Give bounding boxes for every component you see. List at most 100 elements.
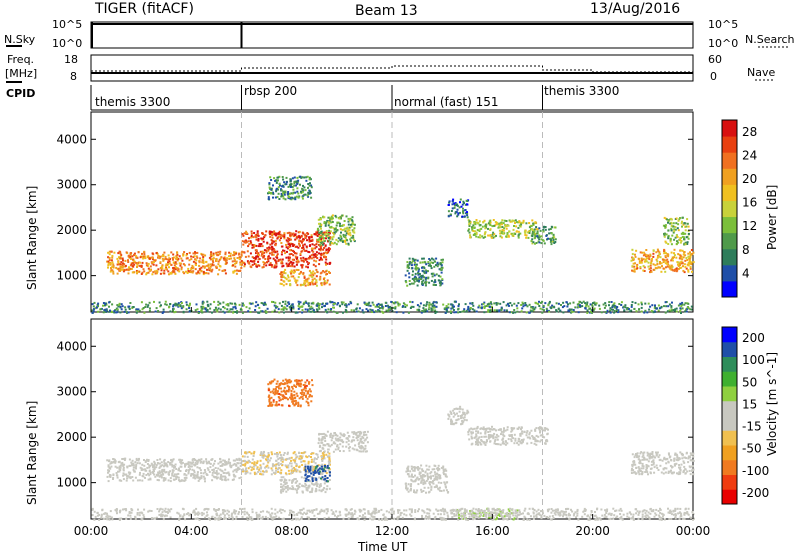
nsky-label: N.Sky — [4, 33, 36, 46]
velocity-region-7 — [447, 405, 470, 426]
velocity-colorbar-frame — [721, 326, 738, 505]
velocity-colorbar-cell-0 — [722, 489, 737, 505]
power-colorbar-cell-5 — [722, 200, 737, 218]
power-colorbar-tick-3: 16 — [742, 196, 757, 210]
cpid-mode-3: normal (fast) 151 — [394, 95, 499, 109]
velocity-colorbar-cell-11 — [722, 327, 737, 343]
power-panel — [90, 111, 738, 314]
nave-tick-high: 60 — [708, 53, 722, 66]
nave-label: Nave — [747, 66, 776, 79]
velocity-colorbar-tick-4: -15 — [742, 420, 762, 434]
power-colorbar-tick-6: 28 — [742, 125, 757, 139]
date-label: 13/Aug/2016 — [590, 1, 681, 17]
velocity-colorbar-cell-5 — [722, 415, 737, 431]
velocity-region-5 — [267, 378, 314, 408]
power-region-10 — [662, 216, 690, 246]
velocity-colorbar-cell-8 — [722, 371, 737, 387]
radar-title: TIGER (fitACF) — [95, 1, 194, 17]
velocity-colorbar-cell-2 — [722, 459, 737, 475]
nsearch-label: N.Search — [745, 33, 795, 46]
power-colorbar-tick-5: 24 — [742, 148, 757, 162]
power-colorbar-tick-0: 4 — [742, 266, 750, 280]
xtick-label-3: 12:00 — [375, 524, 410, 538]
xtick-label-6: 00:00 — [676, 524, 711, 538]
power-ytick-label-2: 3000 — [56, 178, 87, 192]
velocity-colorbar-cell-10 — [722, 341, 737, 357]
power-region-8 — [530, 225, 557, 246]
velocity-ytick-label-0: 1000 — [56, 476, 87, 490]
velocity-ytick-label-3: 4000 — [56, 339, 87, 353]
velocity-colorbar-cell-1 — [722, 474, 737, 490]
power-colorbar-cell-0 — [722, 280, 737, 298]
power-region-3 — [316, 214, 356, 246]
velocity-region-6 — [404, 464, 450, 494]
beam-label: Beam 13 — [355, 3, 418, 19]
power-colorbar-cell-9 — [722, 136, 737, 153]
velocity-colorbar-cell-3 — [722, 445, 737, 461]
velocity-region-8 — [467, 425, 549, 446]
power-colorbar-frame — [721, 119, 738, 298]
xtick-label-4: 16:00 — [475, 524, 510, 538]
power-colorbar-cell-8 — [722, 152, 737, 169]
velocity-colorbar-tick-5: -50 — [742, 442, 762, 456]
velocity-colorbar-cell-9 — [722, 356, 737, 372]
power-region-7 — [467, 219, 539, 239]
velocity-colorbar-cell-6 — [722, 400, 737, 416]
xtick-label-5: 20:00 — [575, 524, 610, 538]
power-ytick-label-0: 1000 — [56, 269, 87, 283]
power-region-2 — [279, 268, 331, 287]
velocity-region-9 — [630, 451, 695, 476]
velocity-region-0 — [106, 457, 244, 483]
power-colorbar-cell-6 — [722, 184, 737, 201]
power-colorbar-cell-3 — [722, 232, 737, 250]
power-region-0 — [106, 250, 244, 276]
velocity-colorbar-cell-7 — [722, 386, 737, 402]
xtick-label-2: 08:00 — [274, 524, 309, 538]
power-colorbar-cell-4 — [722, 216, 737, 234]
velocity-colorbar-tick-7: -200 — [742, 486, 769, 500]
nsky-strip-frame — [90, 21, 694, 49]
power-ytick-label-3: 4000 — [56, 132, 87, 146]
time-xlabel: Time UT — [358, 540, 408, 554]
nsky-tick-high: 10^5 — [52, 18, 83, 31]
velocity-colorbar-tick-1: 100 — [742, 353, 765, 367]
freq-tick-low: 8 — [70, 70, 77, 83]
velocity-region-4 — [317, 430, 369, 453]
xtick-label-0: 00:00 — [74, 524, 109, 538]
velocity-colorbar-tick-0: 200 — [742, 331, 765, 345]
power-ytick-label-1: 2000 — [56, 223, 87, 237]
power-region-9 — [630, 248, 695, 274]
nsearch-tick-high: 10^5 — [708, 18, 739, 31]
velocity-colorbar-tick-6: -100 — [742, 464, 769, 478]
xtick-label-1: 04:00 — [174, 524, 209, 538]
power-colorbar-tick-1: 8 — [742, 243, 750, 257]
velocity-region-11 — [91, 507, 695, 521]
freq-label: Freq. — [7, 53, 35, 66]
velocity-region-3 — [304, 464, 331, 483]
power-region-11 — [91, 300, 693, 314]
power-region-6 — [447, 198, 470, 219]
nsky-tick-low: 10^0 — [52, 37, 83, 50]
freq-strip-frame — [90, 54, 694, 82]
nave-tick-low: 0 — [710, 70, 717, 83]
cpid-label: CPID — [6, 87, 36, 100]
power-colorbar-tick-2: 12 — [742, 219, 757, 233]
power-colorbar-tick-4: 20 — [742, 172, 757, 186]
power-region-4 — [267, 175, 313, 201]
power-region-1 — [241, 230, 332, 269]
nsearch-tick-low: 10^0 — [708, 37, 739, 50]
freq-unit: [MHz] — [5, 67, 38, 80]
cpid-mode-1: themis 3300 — [95, 95, 171, 109]
velocity-ytick-label-2: 3000 — [56, 385, 87, 399]
velocity-panel — [90, 318, 738, 521]
cpid-mode-4: themis 3300 — [544, 84, 620, 98]
velocity-colorbar-tick-3: 15 — [742, 397, 757, 411]
nave-trace — [91, 65, 693, 73]
cpid-mode-2: rbsp 200 — [244, 84, 298, 98]
velocity-colorbar-cell-4 — [722, 430, 737, 446]
power-colorbar-cell-7 — [722, 168, 737, 185]
power-colorbar-cell-2 — [722, 248, 737, 266]
power-colorbar-cell-1 — [722, 264, 737, 282]
